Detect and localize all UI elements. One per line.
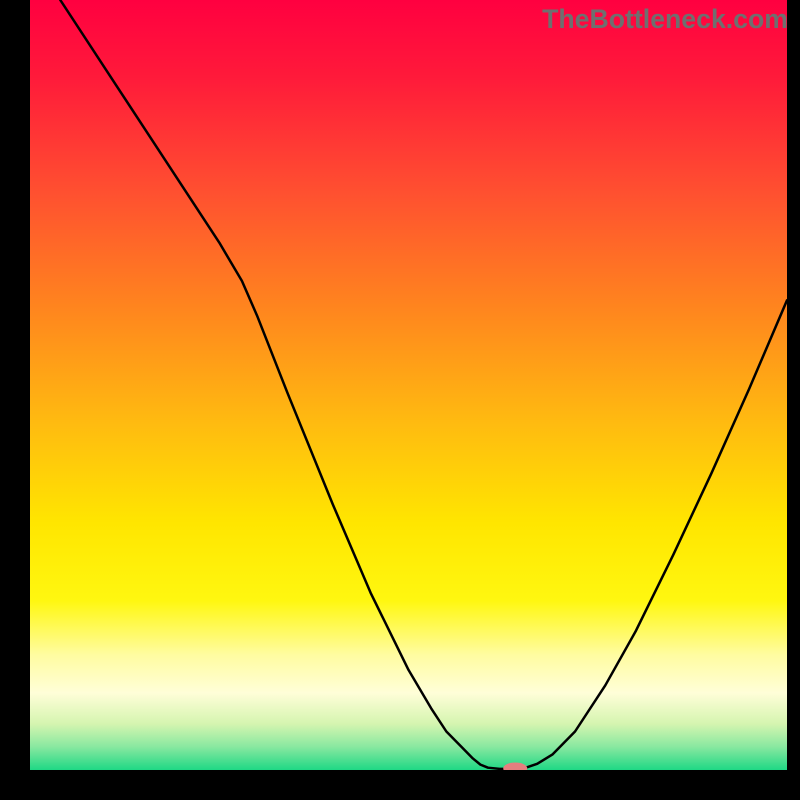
gradient-background bbox=[30, 0, 787, 770]
bottleneck-curve-chart bbox=[30, 0, 787, 770]
watermark-text: TheBottleneck.com bbox=[542, 4, 788, 35]
chart-frame: TheBottleneck.com bbox=[0, 0, 800, 800]
